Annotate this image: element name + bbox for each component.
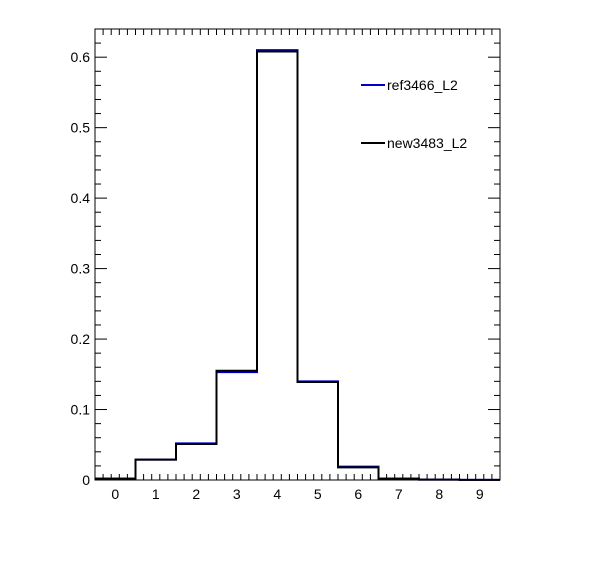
- x-tick-label: 2: [192, 486, 200, 502]
- axis-ticks: [94, 28, 501, 481]
- x-tick-label: 3: [233, 486, 241, 502]
- y-tick-label: 0.2: [71, 331, 91, 347]
- y-tick-labels: 0 0.1 0.2 0.3 0.4 0.5 0.6: [71, 49, 91, 488]
- histogram-series: [95, 49, 500, 481]
- x-tick-label: 7: [395, 486, 403, 502]
- series-line-new3483_L2: [95, 50, 500, 481]
- y-tick-label: 0: [82, 472, 90, 488]
- legend-label: new3483_L2: [387, 135, 467, 151]
- x-tick-label: 6: [354, 486, 362, 502]
- y-tick-label: 0.5: [71, 120, 91, 136]
- y-tick-label: 0.6: [71, 49, 91, 65]
- y-tick-label: 0.4: [71, 190, 91, 206]
- legend-label: ref3466_L2: [387, 77, 458, 93]
- x-tick-label: 8: [435, 486, 443, 502]
- x-tick-label: 9: [476, 486, 484, 502]
- x-tick-label: 0: [111, 486, 119, 502]
- x-tick-labels: 0 1 2 3 4 5 6 7 8 9: [111, 486, 484, 502]
- x-tick-label: 1: [152, 486, 160, 502]
- legend: ref3466_L2 new3483_L2: [361, 77, 467, 151]
- y-tick-label: 0.3: [71, 261, 91, 277]
- x-tick-label: 5: [314, 486, 322, 502]
- y-tick-label: 0.1: [71, 402, 91, 418]
- x-tick-label: 4: [273, 486, 281, 502]
